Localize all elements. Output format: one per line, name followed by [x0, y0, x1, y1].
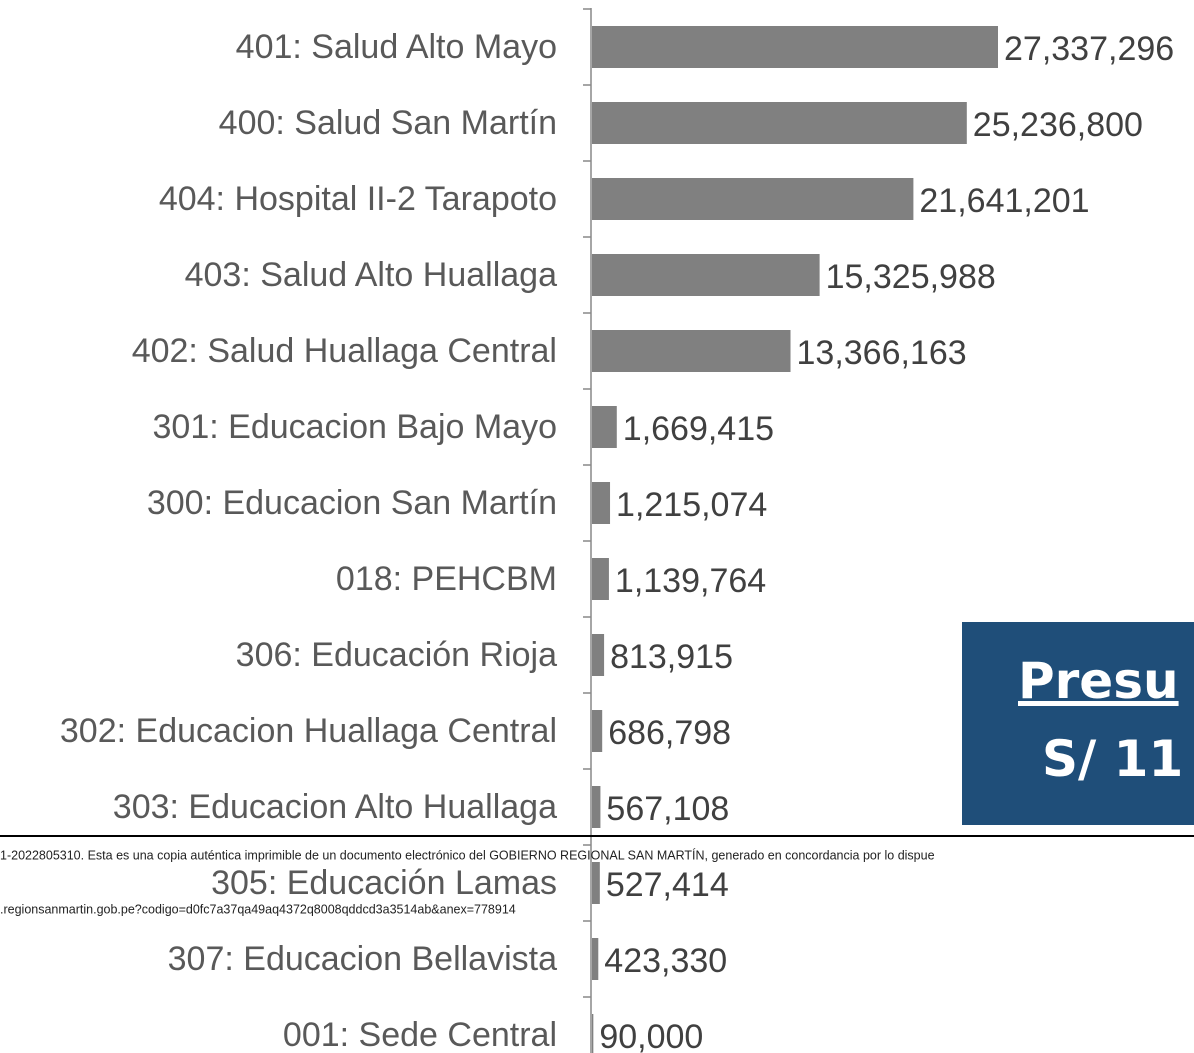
bar — [592, 1014, 594, 1053]
category-label: 403: Salud Alto Huallaga — [185, 256, 557, 294]
category-label: 001: Sede Central — [283, 1016, 557, 1053]
category-label: 305: Educación Lamas — [211, 864, 557, 902]
overlay-title: Presu — [1018, 652, 1179, 710]
value-label: 567,108 — [606, 790, 729, 828]
bar — [592, 102, 967, 144]
category-label: 301: Educacion Bajo Mayo — [153, 408, 557, 446]
bar — [592, 406, 617, 448]
overlay-box: Presu S/ 11 — [962, 622, 1194, 825]
category-label: 018: PEHCBM — [336, 560, 557, 598]
category-label: 401: Salud Alto Mayo — [236, 28, 557, 66]
bar — [592, 786, 601, 828]
value-label: 1,215,074 — [616, 486, 767, 524]
category-label: 400: Salud San Martín — [219, 104, 557, 142]
footer-url: .regionsanmartin.gob.pe?codigo=d0fc7a37q… — [0, 902, 516, 916]
value-label: 1,669,415 — [623, 410, 774, 448]
category-label: 402: Salud Huallaga Central — [132, 332, 557, 370]
category-label: 306: Educación Rioja — [236, 636, 557, 674]
footer-text: 1-2022805310. Esta es una copia auténtic… — [0, 847, 935, 862]
category-label: 307: Educacion Bellavista — [168, 940, 557, 978]
category-label: 300: Educacion San Martín — [147, 484, 557, 522]
value-label: 813,915 — [610, 638, 733, 676]
value-label: 527,414 — [606, 866, 729, 904]
category-label: 303: Educacion Alto Huallaga — [113, 788, 557, 826]
bar — [592, 178, 914, 220]
value-label: 686,798 — [608, 714, 731, 752]
value-label: 27,337,296 — [1004, 30, 1174, 68]
bar — [592, 482, 611, 524]
bar — [592, 558, 609, 600]
bar — [592, 634, 605, 676]
value-label: 90,000 — [599, 1018, 703, 1053]
bar — [592, 862, 600, 904]
bar — [592, 26, 998, 68]
value-label: 423,330 — [604, 942, 727, 980]
bar — [592, 254, 820, 296]
bar — [592, 330, 791, 372]
category-label: 302: Educacion Huallaga Central — [60, 712, 557, 750]
value-label: 13,366,163 — [797, 334, 967, 372]
category-label: 404: Hospital II-2 Tarapoto — [159, 180, 557, 218]
overlay-amount: S/ 11 — [1042, 730, 1184, 788]
bar — [592, 710, 603, 752]
bar — [592, 938, 599, 980]
value-label: 21,641,201 — [919, 182, 1089, 220]
value-label: 1,139,764 — [615, 562, 766, 600]
value-label: 15,325,988 — [826, 258, 996, 296]
value-label: 25,236,800 — [973, 106, 1143, 144]
